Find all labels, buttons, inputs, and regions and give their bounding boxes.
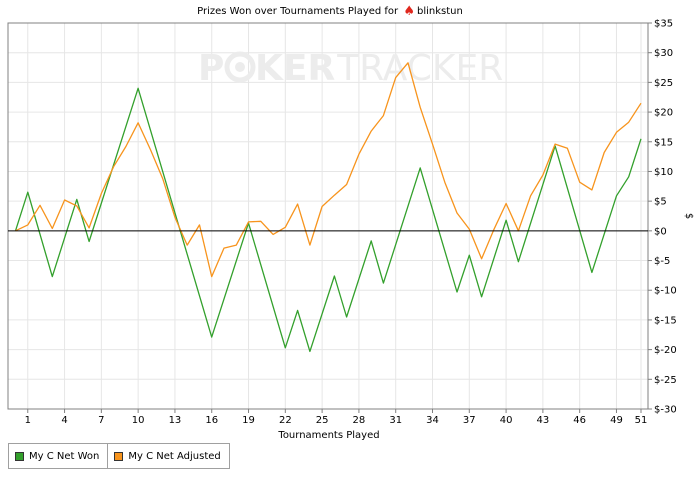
watermark-letters-ker: KER	[255, 48, 335, 89]
y-tick-label: $-15	[654, 315, 677, 326]
legend-item-net-adjusted: My C Net Adjusted	[108, 451, 228, 462]
watermark-chip-icon	[224, 51, 256, 83]
y-tick-label: $30	[654, 48, 673, 59]
y-tick-label: $35	[654, 19, 673, 30]
y-tick-label: $0	[654, 226, 667, 237]
series-layer	[14, 62, 642, 353]
x-tick-label: 43	[537, 415, 550, 426]
x-axis-label: Tournaments Played	[277, 430, 379, 441]
plot-frame	[7, 22, 649, 410]
series-line-net-adjusted	[15, 62, 642, 278]
x-tick-label: 25	[316, 415, 329, 426]
x-tick-label: 4	[61, 415, 67, 426]
chart-title: Prizes Won over Tournaments Played for ♠…	[0, 4, 660, 19]
watermark-chip-center	[235, 62, 245, 72]
y-tick-label: $-5	[654, 256, 670, 267]
y-tick-label: $-25	[654, 375, 677, 386]
spade-icon: ♠	[403, 4, 416, 19]
x-tick-label: 19	[242, 415, 255, 426]
x-tick-label: 37	[463, 415, 476, 426]
x-tick-label: 51	[635, 415, 648, 426]
legend-swatch-net-adjusted	[114, 451, 124, 461]
y-tick-label: $10	[654, 167, 673, 178]
x-tick-label: 40	[500, 415, 513, 426]
y-tick-label: $-20	[654, 345, 677, 356]
x-tick-label: 34	[426, 415, 439, 426]
x-tick-label: 7	[98, 415, 104, 426]
x-tick-label: 1	[25, 415, 31, 426]
legend-label-net-won: My C Net Won	[29, 450, 100, 462]
y-tick-label: $20	[654, 108, 673, 119]
pokertracker-watermark: POKERTRACKER	[198, 48, 503, 89]
y-tick-label: $-30	[654, 405, 677, 416]
y-axis: $35 $30 $25 $20 $15 $10 $5 $0 $-5 $-10 $-15 $-20 $-2…	[648, 19, 677, 416]
watermark-tracker: TRACKER	[336, 48, 503, 89]
player-name: blinkstun	[417, 6, 463, 17]
x-tick-label: 28	[353, 415, 366, 426]
legend-swatch-net-won	[15, 451, 24, 461]
x-tick-label: 22	[279, 415, 292, 426]
x-tick-label: 16	[205, 415, 218, 426]
y-axis-label: $	[683, 213, 694, 219]
series-line-net-won	[14, 87, 642, 353]
y-tick-label: $25	[654, 78, 673, 89]
legend-divider	[107, 444, 109, 468]
y-tick-label: $15	[654, 137, 673, 148]
legend-label-net-adjusted: My C Net Adjusted	[128, 450, 221, 462]
watermark-text: POKERTRACKER	[198, 48, 503, 89]
y-tick-label: $-10	[654, 286, 677, 297]
legend: My C Net Won My C Net Adjusted	[8, 443, 230, 469]
x-tick-label: 49	[610, 415, 623, 426]
chart-title-prefix: Prizes Won over Tournaments Played for	[197, 6, 399, 17]
legend-item-net-won: My C Net Won	[9, 451, 107, 462]
watermark-letter-p: P	[198, 48, 224, 89]
x-tick-label: 31	[389, 415, 402, 426]
x-tick-label: 10	[132, 415, 145, 426]
y-tick-label: $5	[654, 197, 667, 208]
x-tick-label: 13	[169, 415, 182, 426]
x-tick-label: 46	[573, 415, 586, 426]
x-axis: 1 4 7 10 13 16 19 22 25 28 31 34 37 40 43 46 49 51	[25, 409, 648, 426]
